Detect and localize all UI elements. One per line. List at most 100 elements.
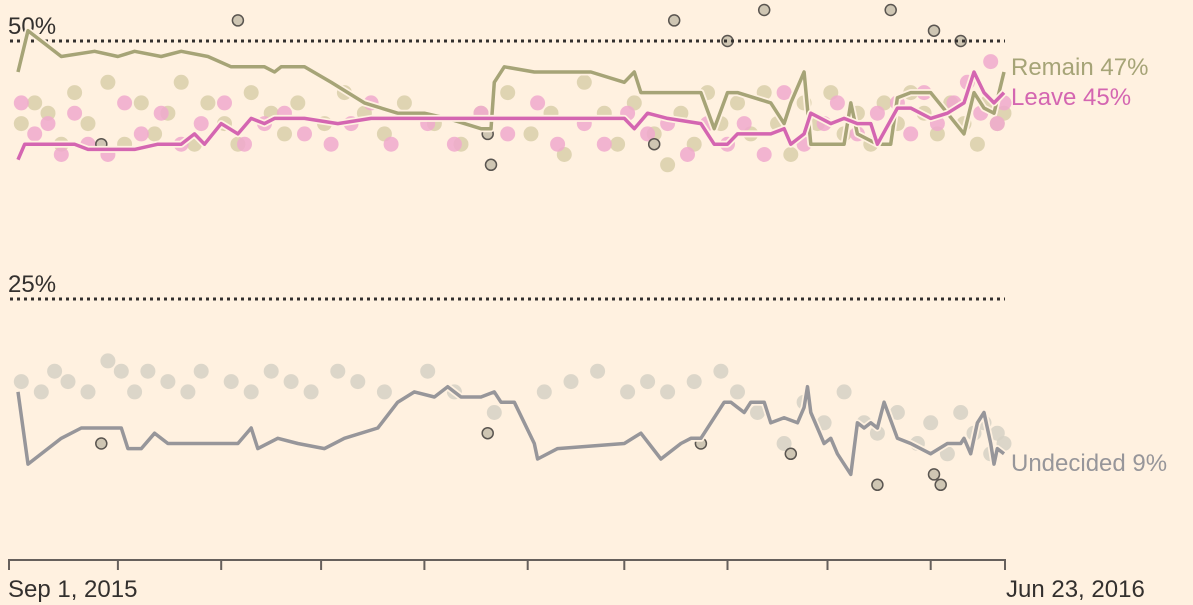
remain-poll-point xyxy=(969,136,985,152)
leave-poll-point xyxy=(53,147,69,162)
leave-poll-point xyxy=(27,126,43,142)
leave-poll-point xyxy=(989,116,1005,132)
undecided-poll-point xyxy=(750,405,765,420)
undecided-poll-point xyxy=(160,374,176,390)
undecided-poll-point xyxy=(889,405,905,420)
remain-poll-point xyxy=(290,95,306,111)
undecided-poll-point xyxy=(140,363,156,379)
undecided-poll-point xyxy=(13,374,29,390)
x-axis-start-label: Sep 1, 2015 xyxy=(8,576,137,603)
outlier-poll-point xyxy=(884,3,897,17)
leave-poll-point xyxy=(903,126,919,142)
outlier-poll-point xyxy=(757,3,771,17)
undecided-trend-line xyxy=(16,384,1006,477)
undecided-poll-point xyxy=(620,384,636,400)
undecided-poll-point xyxy=(80,384,96,400)
undecided-poll-point xyxy=(223,374,239,390)
remain-poll-point xyxy=(929,126,945,142)
outlier-poll-point xyxy=(927,468,941,481)
undecided-poll-point xyxy=(590,363,606,379)
remain-poll-point xyxy=(500,85,516,101)
leave-poll-point xyxy=(829,95,845,111)
leave-poll-point xyxy=(237,136,252,152)
leave-poll-point xyxy=(640,126,656,142)
undecided-poll-point xyxy=(660,384,676,400)
undecided-poll-point xyxy=(263,363,279,379)
remain-poll-point xyxy=(200,95,216,111)
leave-poll-point xyxy=(550,136,566,152)
undecided-poll-point xyxy=(939,446,955,462)
remain-poll-point xyxy=(277,126,292,142)
undecided-poll-point xyxy=(60,374,76,390)
reference-label-25: 25% xyxy=(8,271,56,298)
remain-poll-point xyxy=(396,95,412,111)
remain-poll-point xyxy=(80,116,96,132)
undecided-poll-point xyxy=(686,374,702,390)
remain-poll-point xyxy=(133,95,149,111)
undecided-poll-point xyxy=(640,374,656,390)
undecided-poll-point xyxy=(776,436,792,451)
undecided-poll-point xyxy=(193,363,209,379)
outlier-poll-point xyxy=(871,478,884,492)
leave-poll-point xyxy=(500,126,516,142)
leave-poll-point xyxy=(869,105,885,121)
undecided-poll-point xyxy=(536,384,552,400)
remain-poll-point xyxy=(660,157,676,173)
trend-lines-layer xyxy=(14,27,1008,478)
outlier-poll-point xyxy=(927,24,941,37)
remain-poll-point xyxy=(27,95,43,111)
leave-poll-point xyxy=(217,95,232,111)
leave-poll-point xyxy=(193,116,209,132)
outlier-poll-point xyxy=(231,14,245,27)
undecided-poll-point xyxy=(836,384,852,400)
undecided-poll-point xyxy=(113,363,129,379)
undecided-poll-point xyxy=(303,384,319,400)
undecided-poll-point xyxy=(420,363,436,379)
leave-poll-point xyxy=(13,95,29,111)
leave-poll-point xyxy=(297,126,312,142)
leave-poll-point xyxy=(153,105,169,121)
undecided-poll-point xyxy=(180,384,196,400)
leave-poll-point xyxy=(446,136,462,152)
outlier-poll-point xyxy=(667,14,681,27)
undecided-poll-point xyxy=(283,374,299,390)
remain-poll-point xyxy=(147,126,163,142)
outlier-poll-point xyxy=(484,158,498,172)
leave-poll-point xyxy=(736,116,752,132)
remain-poll-point xyxy=(730,95,745,111)
outlier-poll-point xyxy=(647,137,661,151)
undecided-poll-point xyxy=(730,384,745,400)
leave-poll-point xyxy=(756,147,772,162)
remain-poll-point xyxy=(100,74,116,90)
remain-poll-point xyxy=(67,85,83,101)
undecided-poll-point xyxy=(350,374,366,390)
leave-poll-point xyxy=(117,95,133,111)
leave-poll-point xyxy=(383,136,399,152)
remain-poll-point xyxy=(523,126,539,142)
remain-poll-point xyxy=(13,116,29,132)
poll-dots-layer xyxy=(13,3,1012,492)
undecided-poll-point xyxy=(47,363,63,379)
leave-poll-point xyxy=(776,85,792,101)
undecided-poll-point xyxy=(923,415,939,431)
undecided-poll-point xyxy=(100,353,116,369)
leave-poll-point xyxy=(67,105,83,121)
leave-poll-point xyxy=(983,54,999,70)
outlier-poll-point xyxy=(934,478,947,492)
undecided-poll-point xyxy=(953,405,969,420)
undecided-poll-point xyxy=(33,384,49,400)
x-axis-end-label: Jun 23, 2016 xyxy=(1006,576,1145,603)
leave-poll-point xyxy=(680,147,695,162)
outlier-poll-point xyxy=(481,426,494,440)
leave-trend-line xyxy=(16,70,1006,161)
undecided-poll-point xyxy=(486,405,502,420)
leave-end-label: Leave 45% xyxy=(1011,84,1131,111)
leave-poll-point xyxy=(133,126,149,142)
leave-poll-point xyxy=(596,136,612,152)
undecided-poll-point xyxy=(127,384,143,400)
remain-poll-point xyxy=(576,74,592,90)
leave-poll-point xyxy=(323,136,339,152)
x-axis-ticks xyxy=(8,560,1006,570)
undecided-end-label: Undecided 9% xyxy=(1011,450,1167,477)
